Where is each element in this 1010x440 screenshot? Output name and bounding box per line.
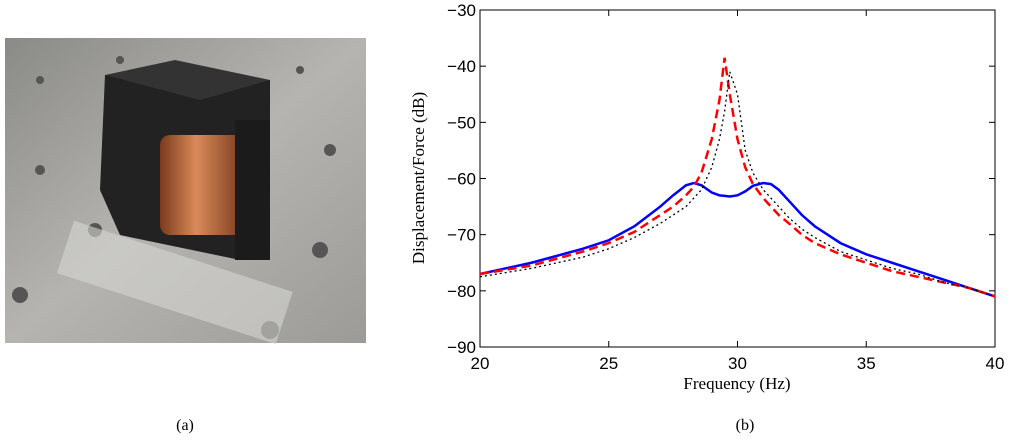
series-line — [479, 71, 996, 298]
x-axis-label: Frequency (Hz) — [683, 374, 790, 393]
series-line — [479, 57, 996, 298]
y-tick-label: −50 — [447, 113, 476, 132]
plot-frame — [479, 9, 996, 348]
y-tick-label: −40 — [447, 57, 476, 76]
series-line — [479, 181, 996, 298]
y-tick-label: −80 — [447, 282, 476, 301]
y-tick-label: −30 — [447, 1, 476, 20]
y-tick-label: −90 — [447, 338, 476, 357]
y-tick-label: −60 — [447, 170, 476, 189]
x-tick-label: 25 — [599, 354, 618, 373]
caption: (b) — [736, 417, 755, 434]
y-tick-label: −70 — [447, 226, 476, 245]
x-tick-label: 30 — [728, 354, 747, 373]
x-tick-label: 35 — [857, 354, 876, 373]
y-axis-label: Displacement/Force (dB) — [409, 92, 428, 264]
photo — [5, 38, 366, 345]
x-tick-label: 40 — [986, 354, 1005, 373]
x-tick-label: 20 — [471, 354, 490, 373]
caption: (a) — [176, 417, 194, 434]
